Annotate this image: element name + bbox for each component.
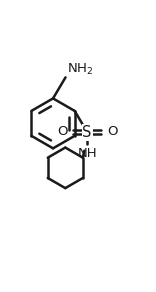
Text: NH$_2$: NH$_2$: [67, 62, 93, 77]
Text: O: O: [57, 126, 67, 138]
Text: S: S: [83, 125, 92, 140]
Text: O: O: [107, 126, 117, 138]
Text: NH: NH: [77, 147, 97, 160]
